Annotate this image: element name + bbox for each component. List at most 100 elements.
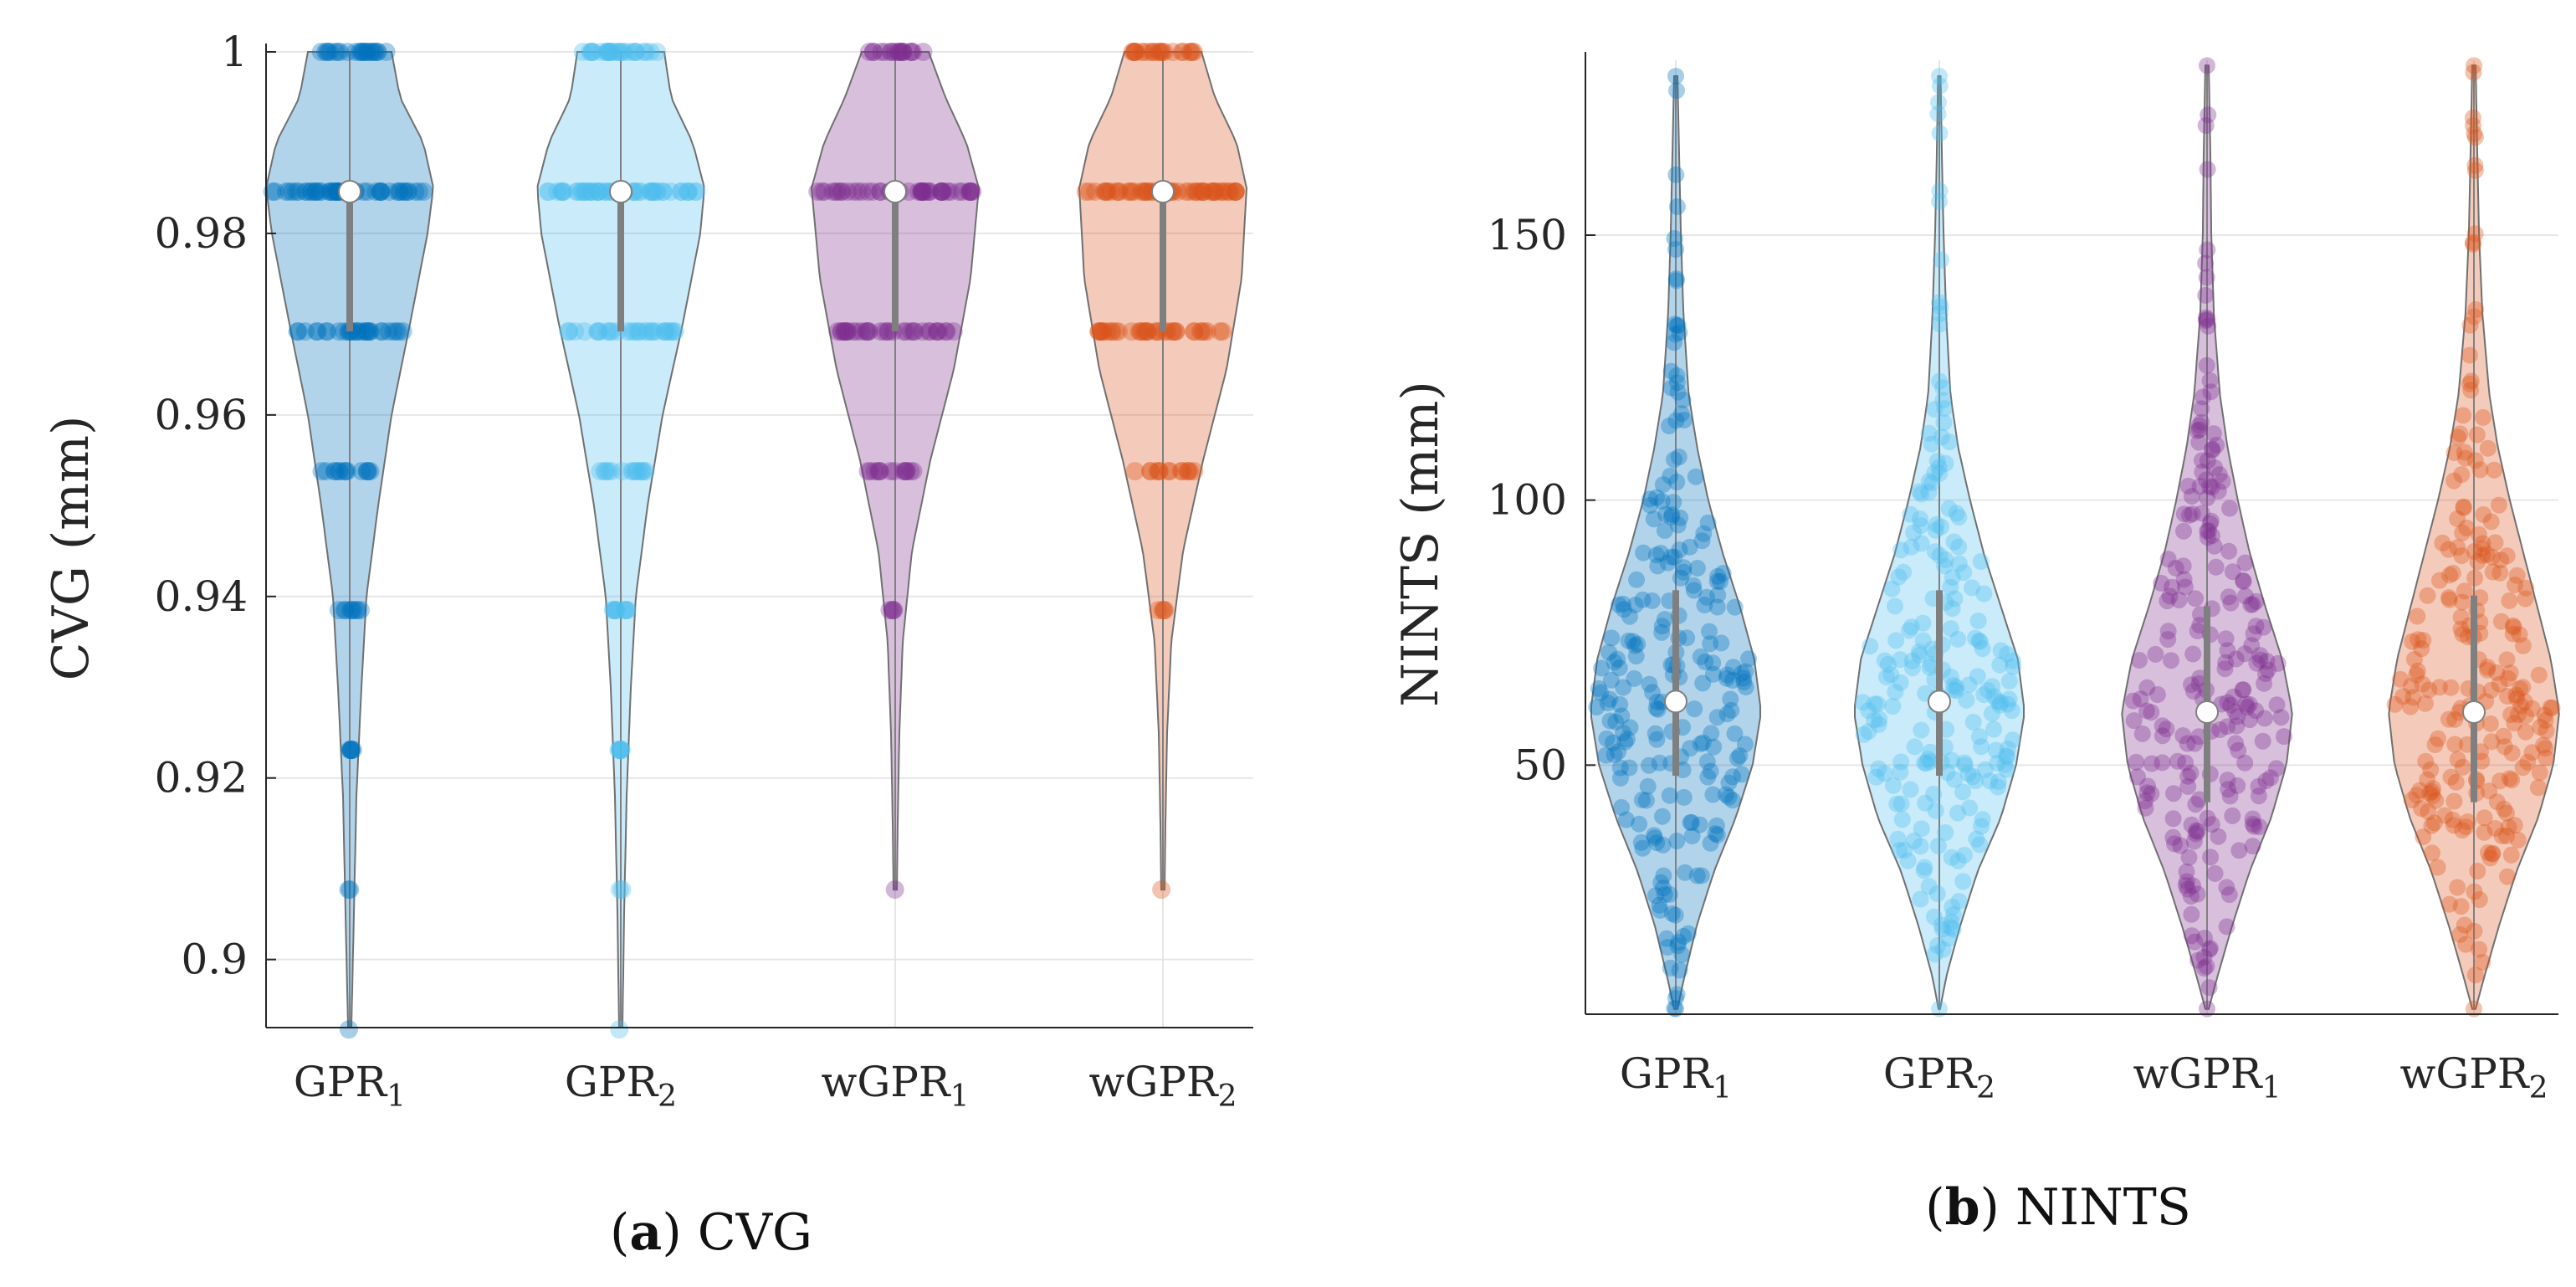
data-point: [617, 601, 637, 620]
data-point: [872, 43, 891, 61]
data-point: [2430, 730, 2446, 747]
data-point: [904, 322, 923, 341]
data-point: [1959, 765, 1977, 782]
data-point: [598, 462, 617, 481]
data-point: [596, 462, 615, 481]
data-point: [2511, 626, 2528, 644]
iqr-box: [1672, 590, 1679, 776]
data-point: [2177, 754, 2194, 772]
data-point: [665, 322, 684, 341]
data-point: [2143, 704, 2160, 721]
data-point: [598, 43, 617, 61]
data-point: [552, 182, 571, 201]
data-point: [847, 322, 866, 341]
data-point: [1914, 614, 1932, 632]
data-point: [1649, 557, 1667, 575]
data-point: [2537, 711, 2554, 729]
data-point: [1624, 633, 1641, 650]
data-point: [1726, 598, 1744, 616]
data-point: [871, 322, 890, 341]
data-point: [1892, 795, 1910, 813]
data-point: [1626, 669, 1643, 687]
data-point: [2179, 777, 2197, 795]
data-point: [1703, 725, 1720, 742]
data-point: [2474, 546, 2491, 564]
x-tick-label: wGPR1: [2133, 1049, 2282, 1105]
data-point: [2159, 623, 2177, 640]
data-point: [647, 322, 666, 341]
data-point: [938, 182, 957, 201]
data-point: [1181, 43, 1201, 61]
data-point: [567, 182, 586, 201]
data-point: [2250, 777, 2267, 795]
data-point: [2159, 551, 2177, 568]
data-point: [1938, 764, 1956, 782]
data-point: [2449, 751, 2466, 768]
data-point: [1651, 896, 1668, 914]
data-point: [1137, 182, 1156, 201]
data-point: [1633, 791, 1651, 808]
data-point: [2234, 681, 2251, 699]
data-point: [2464, 109, 2481, 126]
data-point: [1920, 484, 1938, 501]
data-point: [2415, 828, 2432, 846]
data-point: [1155, 601, 1173, 620]
data-point: [1931, 1000, 1948, 1018]
data-point: [1643, 592, 1661, 609]
data-point: [1667, 272, 1685, 290]
data-point: [361, 322, 380, 341]
data-point: [2427, 792, 2445, 809]
data-point: [1137, 322, 1156, 341]
data-point: [1724, 672, 1741, 689]
data-point: [1141, 462, 1160, 481]
data-point: [295, 322, 315, 341]
data-point: [1652, 545, 1669, 561]
data-point: [2491, 772, 2509, 790]
data-point: [1958, 691, 1975, 709]
data-point: [2475, 506, 2492, 523]
data-point: [1634, 839, 1652, 857]
data-point: [1683, 828, 1701, 844]
data-point: [885, 880, 904, 900]
data-point: [844, 182, 863, 201]
data-point: [863, 182, 882, 201]
data-point: [2486, 534, 2504, 551]
data-point: [2003, 702, 2020, 720]
data-point: [2466, 57, 2482, 74]
data-point: [553, 182, 572, 201]
data-point: [2175, 522, 2192, 540]
data-point: [1932, 518, 1949, 536]
data-point: [687, 182, 706, 201]
data-point: [2245, 625, 2262, 643]
data-point: [2413, 640, 2430, 658]
data-point: [837, 322, 857, 341]
data-point: [1652, 901, 1669, 919]
data-point: [330, 601, 348, 620]
data-point: [2414, 675, 2431, 693]
data-point: [912, 182, 931, 201]
data-point: [2200, 522, 2217, 539]
data-point: [1670, 449, 1687, 465]
data-point: [853, 182, 872, 201]
data-point: [389, 322, 408, 341]
data-point: [2490, 496, 2507, 514]
data-point: [1614, 595, 1631, 613]
data-point: [622, 322, 641, 341]
data-point: [2445, 817, 2462, 834]
data-point: [1933, 251, 1949, 269]
data-point: [1919, 751, 1937, 768]
data-point: [325, 462, 344, 481]
data-point: [568, 182, 587, 201]
data-point: [1144, 43, 1163, 61]
data-point: [2218, 879, 2235, 896]
data-point: [2184, 505, 2201, 523]
data-point: [1598, 730, 1616, 747]
data-point: [1593, 659, 1611, 677]
data-point: [1712, 573, 1729, 590]
data-point: [1969, 668, 1986, 685]
data-point: [2452, 620, 2470, 638]
data-point: [1964, 579, 1980, 597]
data-point: [1109, 182, 1128, 201]
data-point: [2502, 706, 2520, 723]
data-point: [1928, 452, 1946, 469]
